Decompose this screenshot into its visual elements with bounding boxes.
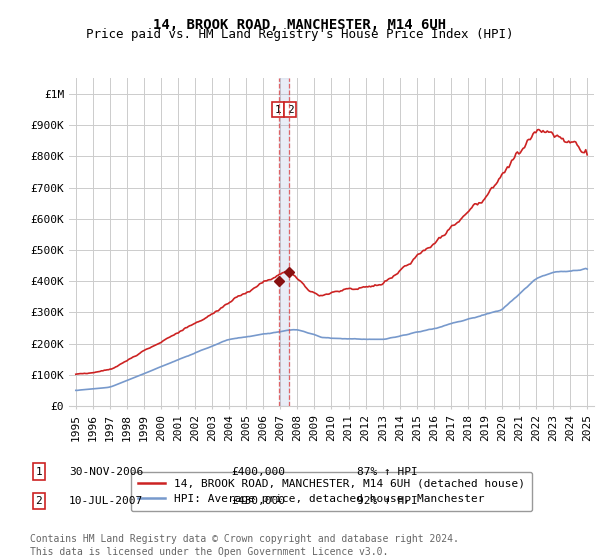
Text: Contains HM Land Registry data © Crown copyright and database right 2024.
This d: Contains HM Land Registry data © Crown c… (30, 534, 459, 557)
Text: 2: 2 (35, 496, 43, 506)
Text: 1: 1 (35, 466, 43, 477)
Bar (279, 78, 289, 406)
Text: 30-NOV-2006: 30-NOV-2006 (69, 466, 143, 477)
Text: 14, BROOK ROAD, MANCHESTER, M14 6UH: 14, BROOK ROAD, MANCHESTER, M14 6UH (154, 18, 446, 32)
Text: £430,000: £430,000 (231, 496, 285, 506)
Text: 92% ↑ HPI: 92% ↑ HPI (357, 496, 418, 506)
Text: 1: 1 (275, 105, 281, 115)
Text: £400,000: £400,000 (231, 466, 285, 477)
Text: 10-JUL-2007: 10-JUL-2007 (69, 496, 143, 506)
Text: Price paid vs. HM Land Registry's House Price Index (HPI): Price paid vs. HM Land Registry's House … (86, 28, 514, 41)
Text: 2: 2 (287, 105, 293, 115)
Text: 87% ↑ HPI: 87% ↑ HPI (357, 466, 418, 477)
Legend: 14, BROOK ROAD, MANCHESTER, M14 6UH (detached house), HPI: Average price, detach: 14, BROOK ROAD, MANCHESTER, M14 6UH (det… (131, 472, 532, 511)
